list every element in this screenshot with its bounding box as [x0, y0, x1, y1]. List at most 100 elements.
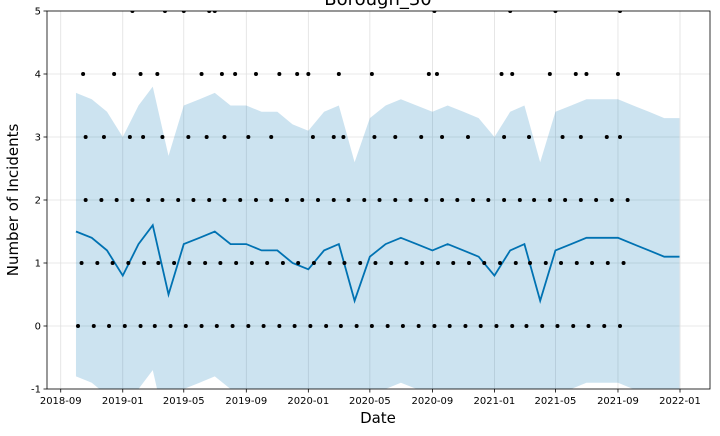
observed-point	[155, 72, 160, 76]
observed-point	[199, 72, 204, 76]
observed-point	[152, 324, 157, 328]
observed-point	[212, 11, 217, 13]
observed-point	[218, 261, 223, 265]
observed-point	[253, 72, 258, 76]
observed-point	[338, 324, 343, 328]
observed-point	[127, 135, 132, 139]
observed-point	[362, 198, 367, 202]
x-axis-label: Date	[360, 409, 396, 427]
observed-point	[563, 198, 568, 202]
observed-point	[517, 198, 522, 202]
observed-point	[341, 135, 346, 139]
observed-point	[311, 261, 316, 265]
observed-point	[76, 324, 81, 328]
observed-point	[377, 198, 382, 202]
observed-point	[560, 135, 565, 139]
x-tick-label: 2021-09	[597, 396, 639, 407]
observed-point	[141, 135, 146, 139]
observed-point	[142, 261, 147, 265]
observed-point	[300, 198, 305, 202]
x-tick-label: 2019-01	[102, 396, 144, 407]
observed-point	[253, 198, 258, 202]
observed-point	[284, 198, 289, 202]
observed-point	[130, 11, 135, 13]
observed-point	[540, 324, 545, 328]
x-tick-label: 2022-01	[659, 396, 701, 407]
plot-area	[75, 11, 680, 389]
observed-point	[160, 135, 165, 139]
observed-point	[83, 198, 88, 202]
observed-point	[122, 324, 127, 328]
observed-point	[172, 261, 177, 265]
observed-point	[183, 324, 188, 328]
observed-point	[465, 135, 470, 139]
observed-point	[83, 135, 88, 139]
observed-point	[528, 261, 533, 265]
observed-point	[156, 261, 161, 265]
observed-point	[315, 198, 320, 202]
observed-point	[214, 324, 219, 328]
observed-point	[168, 324, 173, 328]
observed-point	[590, 261, 595, 265]
observed-point	[447, 324, 452, 328]
observed-point	[373, 261, 378, 265]
observed-point	[261, 324, 266, 328]
observed-point	[138, 324, 143, 328]
observed-point	[187, 261, 192, 265]
observed-point	[101, 135, 106, 139]
observed-point	[81, 72, 86, 76]
observed-point	[604, 135, 609, 139]
observed-point	[547, 198, 552, 202]
observed-point	[524, 324, 529, 328]
observed-point	[618, 324, 623, 328]
observed-point	[207, 11, 212, 13]
observed-point	[618, 135, 623, 139]
observed-point	[146, 198, 151, 202]
y-axis-label: Number of Incidents	[4, 124, 22, 277]
observed-point	[331, 135, 336, 139]
x-tick-label: 2019-09	[225, 396, 267, 407]
observed-point	[416, 324, 421, 328]
observed-point	[233, 72, 238, 76]
observed-point	[277, 72, 282, 76]
observed-point	[222, 198, 227, 202]
observed-point	[400, 324, 405, 328]
observed-point	[110, 261, 115, 265]
observed-point	[295, 72, 300, 76]
observed-point	[342, 261, 347, 265]
uncertainty-band	[75, 86, 680, 389]
y-tick-label: 1	[35, 259, 41, 270]
x-tick-label: 2021-05	[535, 396, 577, 407]
observed-point	[578, 135, 583, 139]
observed-point	[389, 261, 394, 265]
observed-point	[555, 324, 560, 328]
observed-point	[112, 72, 117, 76]
observed-point	[280, 261, 285, 265]
observed-point	[451, 261, 456, 265]
observed-point	[249, 261, 254, 265]
y-tick-label: 4	[35, 70, 41, 81]
observed-point	[553, 11, 558, 13]
x-tick-label: 2020-09	[411, 396, 453, 407]
observed-point	[369, 324, 374, 328]
observed-point	[547, 72, 552, 76]
x-tick-label: 2020-05	[349, 396, 391, 407]
observed-point	[203, 261, 208, 265]
observed-point	[510, 72, 515, 76]
observed-point	[502, 198, 507, 202]
observed-point	[618, 11, 623, 13]
observed-point	[230, 324, 235, 328]
observed-point	[269, 198, 274, 202]
observed-point	[277, 324, 282, 328]
observed-point	[246, 135, 251, 139]
observed-point	[292, 324, 297, 328]
observed-point	[510, 324, 515, 328]
observed-point	[95, 261, 100, 265]
observed-point	[615, 72, 620, 76]
observed-point	[354, 324, 359, 328]
observed-point	[467, 261, 472, 265]
observed-point	[478, 324, 483, 328]
